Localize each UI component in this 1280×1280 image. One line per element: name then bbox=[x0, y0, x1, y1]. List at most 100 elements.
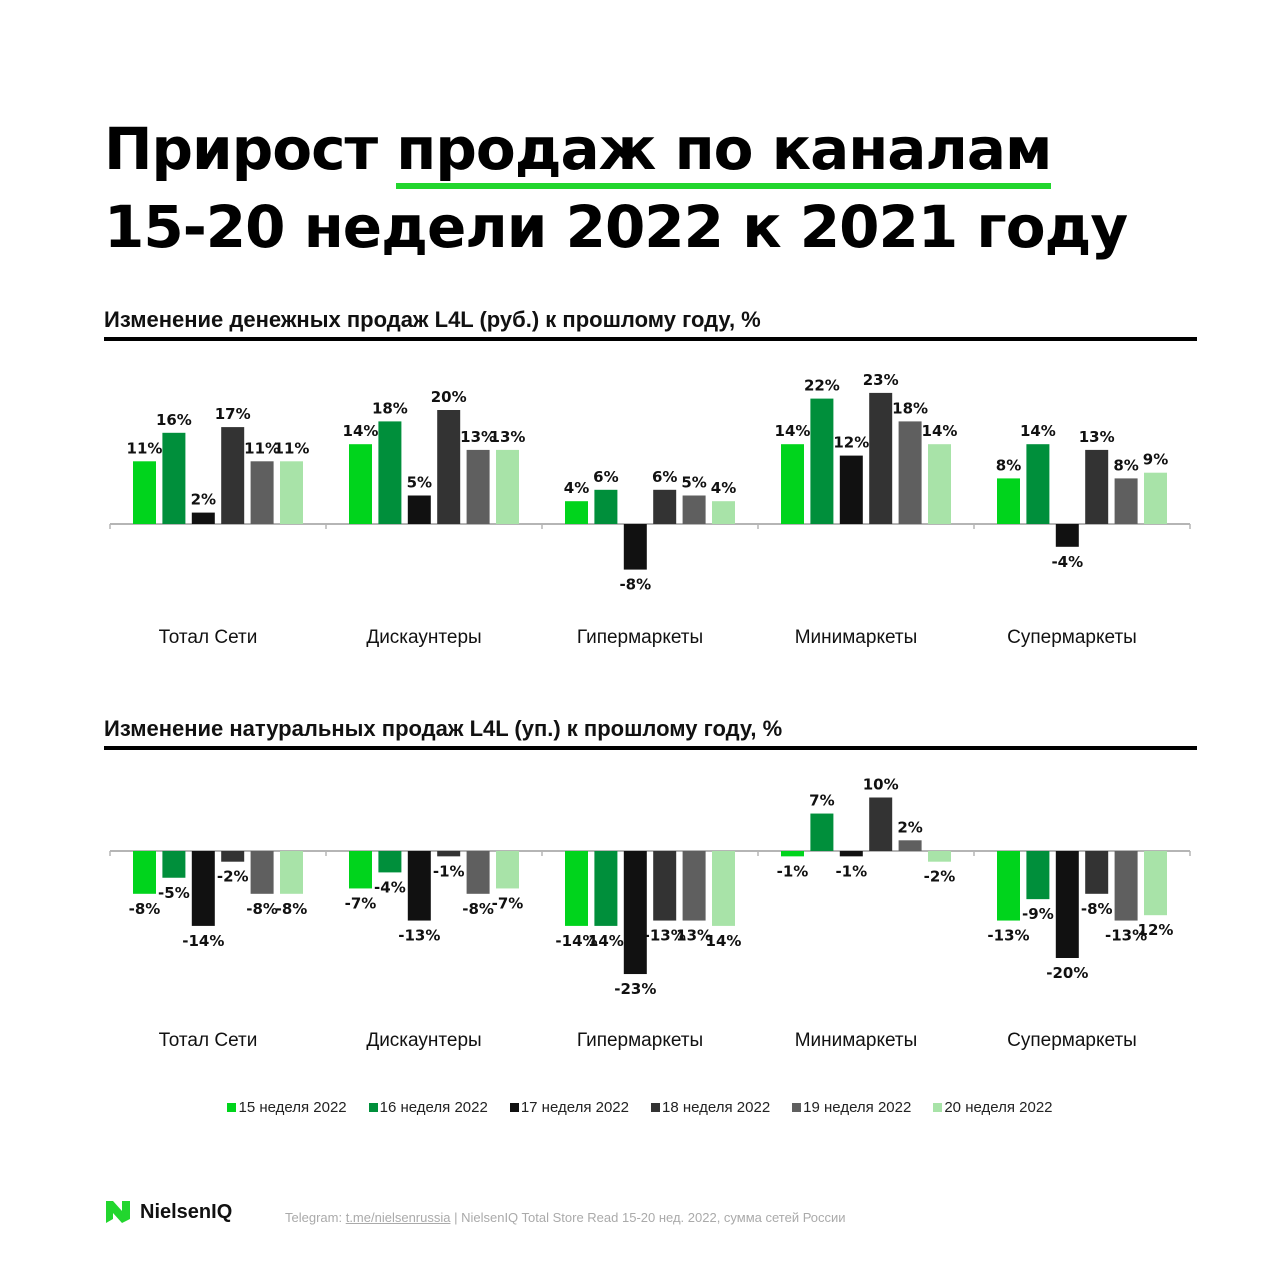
data-label: 22% bbox=[804, 377, 840, 395]
data-label: -1% bbox=[835, 862, 867, 880]
legend-swatch bbox=[368, 1103, 378, 1112]
nielseniq-logo-icon bbox=[106, 1201, 130, 1223]
data-label: 16% bbox=[156, 411, 192, 429]
data-label: -13% bbox=[398, 927, 440, 945]
bar bbox=[898, 421, 922, 524]
data-label: -8% bbox=[462, 900, 494, 918]
bar bbox=[869, 797, 893, 851]
legend-label: 20 неделя 2022 bbox=[944, 1099, 1053, 1116]
data-label: -14% bbox=[182, 932, 224, 950]
telegram-link[interactable]: t.me/nielsenrussia bbox=[345, 1210, 451, 1225]
legend-item: 17 неделя 2022 bbox=[509, 1099, 629, 1116]
data-label: 11% bbox=[127, 439, 163, 457]
footer-note-suffix: | NielsenIQ Total Store Read 15-20 нед. … bbox=[450, 1210, 846, 1225]
bar bbox=[496, 851, 519, 889]
bar bbox=[1055, 851, 1079, 958]
bar bbox=[1026, 444, 1050, 524]
bar bbox=[565, 501, 588, 524]
bar bbox=[997, 478, 1020, 524]
data-label: 14% bbox=[922, 422, 958, 440]
category-label: Тотал Сети bbox=[159, 1030, 258, 1051]
bar bbox=[133, 461, 156, 524]
legend-swatch bbox=[227, 1103, 237, 1112]
bar bbox=[250, 851, 274, 894]
page-title: Прирост продаж по каналам 15-20 недели 2… bbox=[104, 110, 1128, 266]
legend-label: 16 неделя 2022 bbox=[379, 1099, 488, 1116]
legend-label: 15 неделя 2022 bbox=[238, 1099, 347, 1116]
data-label: -2% bbox=[217, 868, 249, 886]
bar bbox=[712, 501, 735, 524]
data-label: 14% bbox=[775, 422, 811, 440]
data-label: 18% bbox=[892, 399, 928, 417]
data-label: 17% bbox=[215, 405, 251, 423]
bar bbox=[191, 851, 215, 926]
bar bbox=[466, 851, 490, 894]
data-label: -7% bbox=[492, 894, 524, 912]
bar bbox=[928, 851, 951, 862]
bar bbox=[653, 489, 677, 524]
bar bbox=[1026, 851, 1050, 900]
bar bbox=[437, 851, 461, 857]
category-label: Гипермаркеты bbox=[577, 1030, 703, 1051]
bar bbox=[565, 851, 588, 926]
bar bbox=[653, 851, 677, 921]
data-label: 11% bbox=[274, 439, 310, 457]
data-label: -8% bbox=[1081, 900, 1113, 918]
bar bbox=[623, 851, 647, 975]
category-label: Тотал Сети bbox=[159, 627, 258, 648]
data-label: 2% bbox=[191, 491, 216, 509]
chart2-heading: Изменение натуральных продаж L4L (уп.) к… bbox=[104, 716, 1197, 750]
data-label: 10% bbox=[863, 776, 899, 794]
bar bbox=[781, 851, 804, 857]
category-label: Супермаркеты bbox=[1007, 1030, 1137, 1051]
bar bbox=[280, 461, 303, 524]
legend-item: 18 неделя 2022 bbox=[651, 1099, 770, 1116]
bar bbox=[1055, 524, 1079, 547]
bar bbox=[437, 410, 461, 524]
bar bbox=[594, 851, 618, 926]
data-label: -5% bbox=[158, 884, 190, 902]
data-label: -23% bbox=[614, 980, 656, 998]
category-label: Минимаркеты bbox=[795, 1030, 918, 1051]
data-label: 8% bbox=[1113, 456, 1138, 474]
bar bbox=[810, 813, 834, 851]
category-label: Дискаунтеры bbox=[366, 627, 481, 648]
bar bbox=[1085, 449, 1109, 524]
bar bbox=[1144, 472, 1167, 524]
data-label: -1% bbox=[777, 862, 809, 880]
bar bbox=[466, 449, 490, 524]
data-label: 7% bbox=[809, 792, 834, 810]
bar bbox=[280, 851, 303, 894]
data-label: 6% bbox=[652, 468, 677, 486]
bar bbox=[869, 392, 893, 524]
data-label: 6% bbox=[593, 468, 618, 486]
data-label: -8% bbox=[276, 900, 308, 918]
data-label: 13% bbox=[460, 428, 496, 446]
legend-swatch bbox=[792, 1103, 802, 1112]
bar bbox=[349, 444, 372, 524]
data-label: 11% bbox=[244, 439, 280, 457]
data-label: -2% bbox=[924, 868, 956, 886]
data-label: 23% bbox=[863, 371, 899, 389]
data-label: -8% bbox=[129, 900, 161, 918]
bar bbox=[1114, 851, 1138, 921]
data-label: -8% bbox=[619, 576, 651, 594]
data-label: 8% bbox=[996, 456, 1021, 474]
bar bbox=[378, 851, 402, 873]
footer-note-prefix: Telegram: bbox=[285, 1210, 346, 1225]
data-label: 13% bbox=[490, 428, 526, 446]
bar bbox=[221, 427, 245, 524]
data-label: 4% bbox=[564, 479, 589, 497]
bar bbox=[839, 455, 863, 524]
legend-label: 18 неделя 2022 bbox=[662, 1099, 771, 1116]
bar bbox=[349, 851, 372, 889]
data-label: -1% bbox=[433, 862, 465, 880]
bar bbox=[682, 851, 706, 921]
data-label: 5% bbox=[681, 474, 706, 492]
data-label: -4% bbox=[1051, 553, 1083, 571]
bar bbox=[623, 524, 647, 570]
bar bbox=[162, 432, 186, 524]
bar bbox=[407, 851, 431, 921]
data-label: -13% bbox=[1105, 927, 1147, 945]
data-label: 9% bbox=[1143, 451, 1168, 469]
